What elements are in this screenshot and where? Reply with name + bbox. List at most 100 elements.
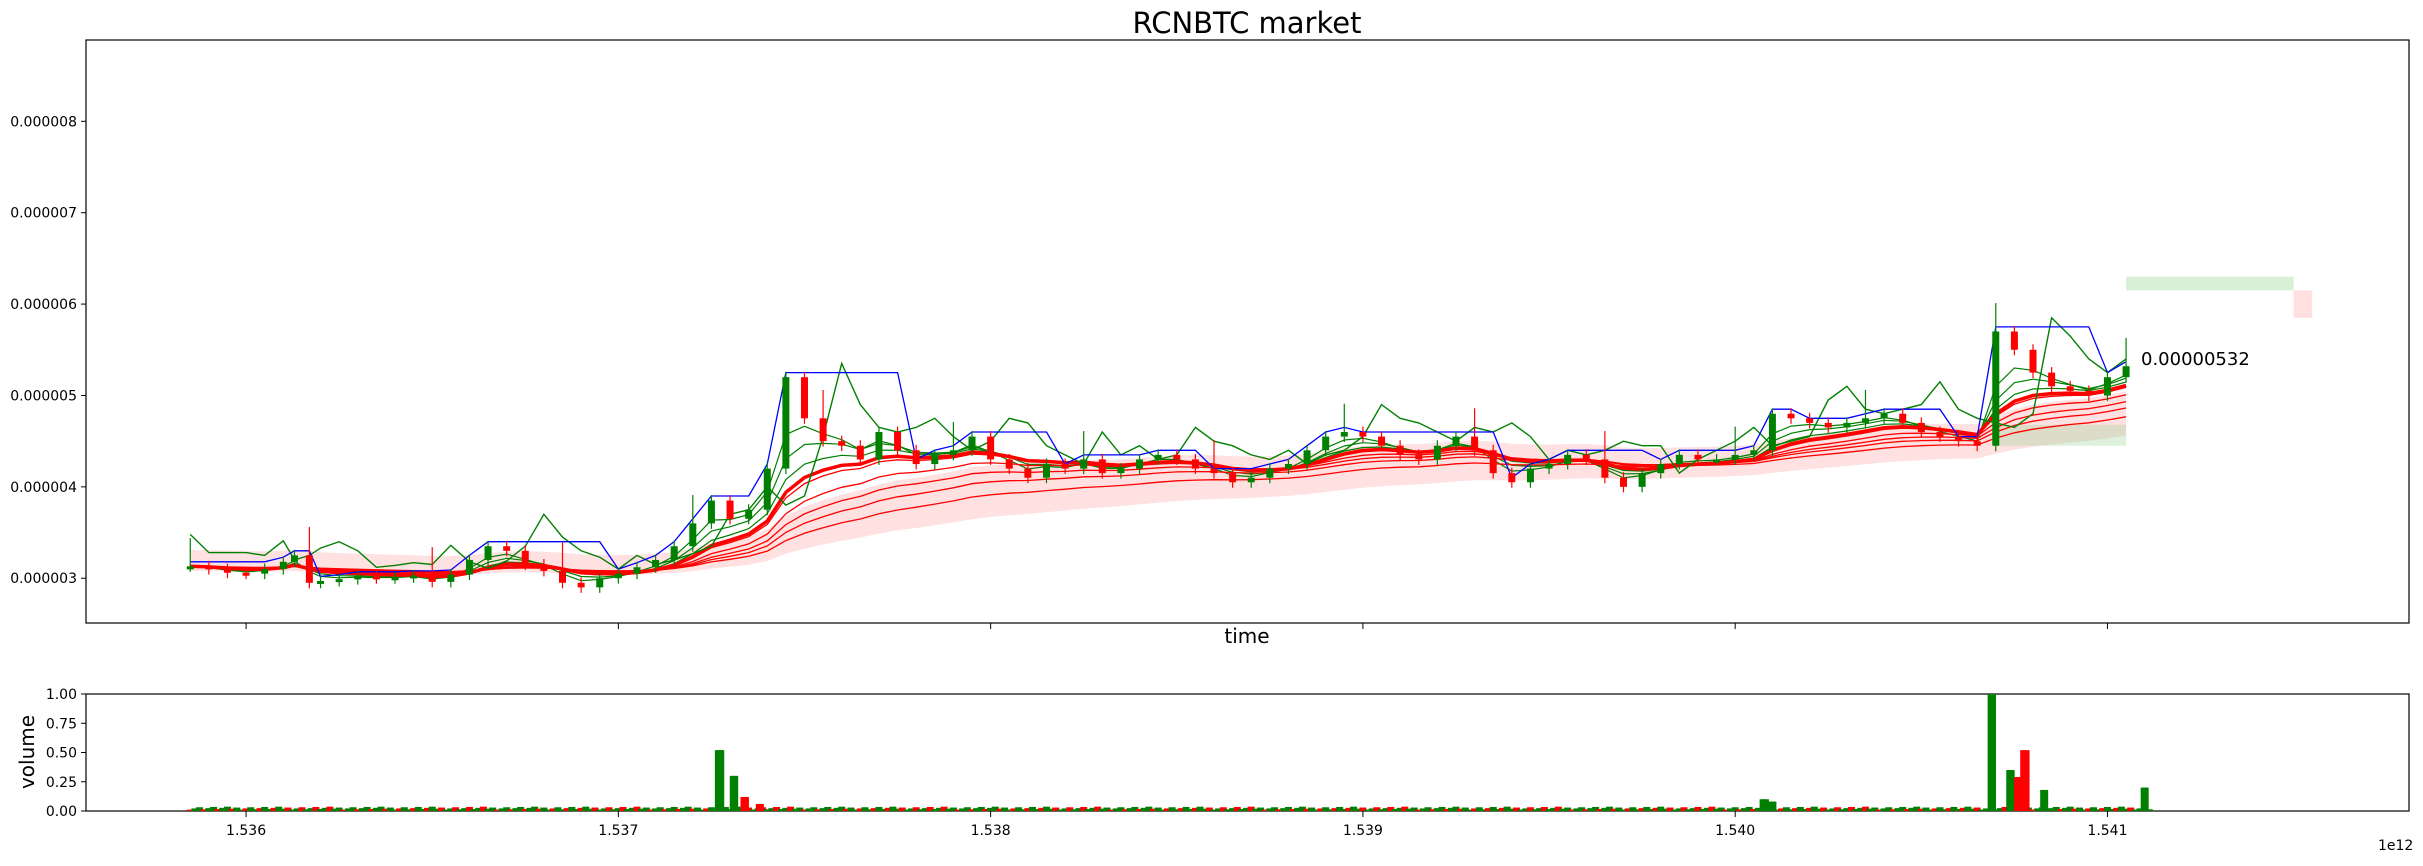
volume-bar <box>1941 809 1949 811</box>
candle-body <box>1750 450 1758 455</box>
volume-bar <box>2062 807 2070 811</box>
volume-bar <box>642 807 650 811</box>
candle-body <box>205 566 213 570</box>
volume-x-tick-label: 1.539 <box>1343 823 1383 839</box>
volume-y-tick-label: 0.00 <box>46 804 77 820</box>
volume-bar <box>1652 807 1660 811</box>
candle-body <box>1452 436 1460 446</box>
volume-y-ticks: 0.00 0.25 0.50 0.75 1.00 <box>46 687 86 820</box>
volume-bar <box>1280 808 1288 811</box>
volume-bar <box>461 808 469 811</box>
volume-bar <box>391 809 399 811</box>
volume-bar <box>1801 809 1809 811</box>
candle-body <box>1136 459 1144 469</box>
volume-bar <box>1806 807 1814 811</box>
volume-bar <box>652 808 660 811</box>
volume-bar <box>1261 809 1269 811</box>
volume-bar <box>1922 807 1930 811</box>
price-x-ticks <box>245 623 2108 629</box>
volume-bar <box>475 807 483 811</box>
volume-bar <box>1284 806 1292 811</box>
volume-bar <box>372 807 380 811</box>
volume-bar <box>866 809 874 811</box>
volume-bar <box>312 806 320 811</box>
volume-bar <box>1503 806 1511 811</box>
volume-bar <box>703 808 711 811</box>
volume-bar <box>270 807 278 811</box>
volume-bar <box>354 809 362 811</box>
volume-bar <box>894 808 902 811</box>
volume-bar <box>1982 808 1990 811</box>
candlestick-series <box>186 303 2130 593</box>
volume-bar <box>1340 809 1348 811</box>
volume-bar <box>1080 806 1088 811</box>
volume-spike-bar <box>2014 777 2023 811</box>
volume-bar <box>330 808 338 811</box>
volume-bar <box>1010 808 1018 811</box>
x-scale-label: 1e12 <box>2378 838 2413 854</box>
volume-bar <box>1443 809 1451 811</box>
volume-bar <box>1270 807 1278 811</box>
volume-bar <box>1359 807 1367 811</box>
volume-bar <box>949 807 957 811</box>
volume-bar <box>1810 806 1818 811</box>
volume-bar <box>1531 809 1539 811</box>
volume-bar <box>1108 809 1116 811</box>
candle-body <box>800 377 808 419</box>
candle-body <box>447 574 455 582</box>
volume-bar <box>805 808 813 811</box>
volume-bar <box>763 809 771 811</box>
volume-bar <box>223 806 231 811</box>
volume-bar <box>1717 807 1725 811</box>
volume-bar <box>675 809 683 811</box>
volume-bar <box>1205 807 1213 811</box>
candle-body <box>614 573 622 579</box>
volume-bar <box>977 806 985 811</box>
volume-bar <box>307 808 315 811</box>
price-y-ticks: 0.000003 0.000004 0.000005 0.000006 0.000007… <box>10 114 86 587</box>
candle-body <box>1508 473 1516 483</box>
volume-bar <box>2085 808 2093 811</box>
volume-bar <box>1308 807 1316 811</box>
volume-bar <box>1391 809 1399 811</box>
volume-bar <box>1838 809 1846 811</box>
volume-bar <box>800 809 808 811</box>
volume-bar <box>484 808 492 811</box>
volume-bar <box>921 808 929 811</box>
volume-bar <box>1494 809 1502 811</box>
volume-bar <box>1671 809 1679 811</box>
volume-spike-bar <box>714 750 723 811</box>
volume-bars <box>186 694 2153 811</box>
volume-spike-bar <box>2021 750 2030 811</box>
volume-bar <box>1736 809 1744 811</box>
volume-bar <box>1275 809 1283 811</box>
volume-bar <box>2029 809 2037 811</box>
price-y-tick-label: 0.000004 <box>10 480 77 496</box>
volume-bar <box>768 808 776 811</box>
volume-bar <box>442 809 450 811</box>
volume-bar <box>847 807 855 811</box>
volume-bar <box>2127 807 2135 811</box>
volume-bar <box>889 806 897 811</box>
volume-bar <box>1466 809 1474 811</box>
volume-bar <box>852 809 860 811</box>
volume-bar <box>945 808 953 811</box>
candle-body <box>1042 464 1050 478</box>
volume-bar <box>1215 808 1223 811</box>
volume-bar <box>1647 809 1655 811</box>
candle-body <box>354 576 362 580</box>
volume-bar <box>400 807 408 811</box>
volume-bar <box>959 808 967 811</box>
volume-bar <box>1950 806 1958 811</box>
volume-bar <box>326 806 334 811</box>
volume-spike-bar <box>740 796 749 811</box>
candle-body <box>242 572 250 576</box>
candle-body <box>521 550 529 565</box>
volume-bar <box>1433 808 1441 811</box>
volume-bar <box>279 808 287 811</box>
volume-bar <box>1052 807 1060 811</box>
volume-bar <box>549 808 557 811</box>
volume-bar <box>512 808 520 811</box>
volume-bar <box>479 806 487 811</box>
volume-bar <box>577 807 585 811</box>
